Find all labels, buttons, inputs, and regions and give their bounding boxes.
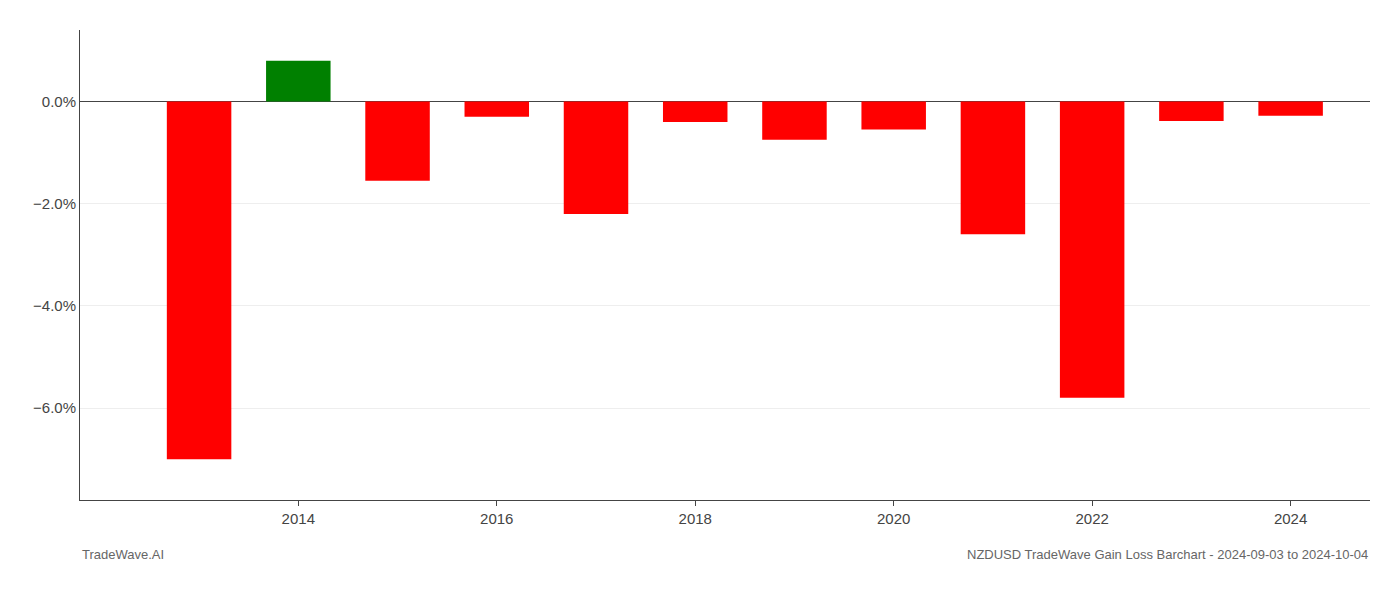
svg-text:2020: 2020 bbox=[877, 510, 910, 527]
svg-text:2022: 2022 bbox=[1075, 510, 1108, 527]
svg-text:0.0%: 0.0% bbox=[42, 93, 76, 110]
svg-text:2014: 2014 bbox=[282, 510, 315, 527]
svg-text:TradeWave.AI: TradeWave.AI bbox=[82, 547, 164, 562]
svg-text:2016: 2016 bbox=[480, 510, 513, 527]
svg-text:2018: 2018 bbox=[679, 510, 712, 527]
svg-text:−2.0%: −2.0% bbox=[33, 195, 76, 212]
svg-text:2024: 2024 bbox=[1274, 510, 1307, 527]
svg-text:−4.0%: −4.0% bbox=[33, 297, 76, 314]
svg-text:NZDUSD TradeWave Gain Loss Bar: NZDUSD TradeWave Gain Loss Barchart - 20… bbox=[967, 547, 1368, 562]
svg-text:−6.0%: −6.0% bbox=[33, 399, 76, 416]
